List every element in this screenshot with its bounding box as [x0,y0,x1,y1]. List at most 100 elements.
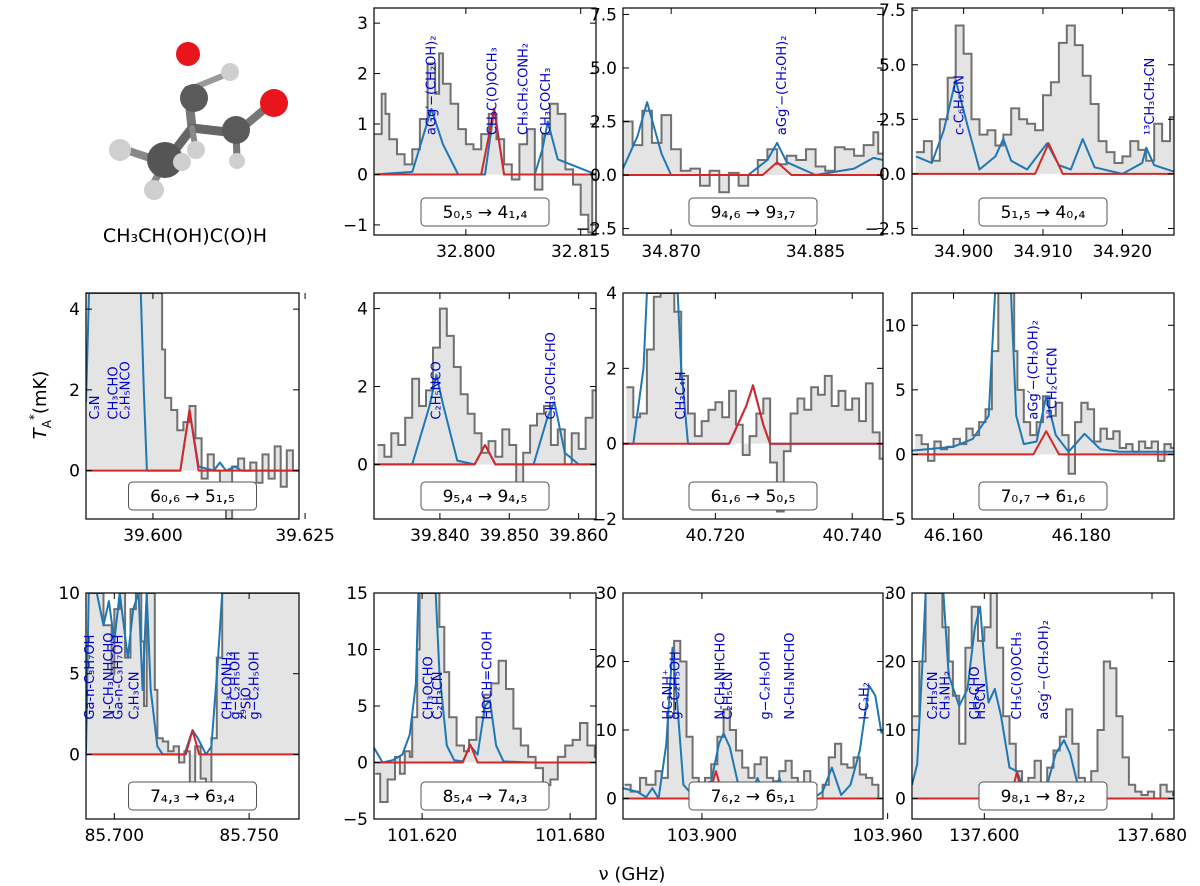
axes-frame [911,292,1175,520]
observed-fill [915,25,1174,174]
y-label-unit: (mK) [30,371,51,414]
x-tick-label: 39.600 [123,526,182,546]
y-tick-label: 0 [606,435,617,455]
observed-fill [375,593,596,802]
observed-fill [624,640,883,799]
x-tick-label: 103.960 [852,826,922,846]
y-tick-label: 20 [884,652,906,672]
axes-frame [622,292,884,520]
y-tick-label: 2.5 [590,113,617,133]
line-id-label: HC₃NH⁺ [661,669,676,719]
atom-h [109,139,131,161]
lactaldehyde-model [912,142,1174,175]
lactaldehyde-model [86,729,299,756]
lactaldehyde-model [374,107,596,176]
y-tick-label: 2.5 [879,110,906,130]
line-id-label: ²⁹SiO [239,687,254,720]
axes-frame [373,292,597,520]
y-tick-label: 0.0 [879,165,906,185]
transition-label: 5₁,₅ → 4₀,₄ [1001,203,1086,223]
lactaldehyde-model [374,444,596,466]
transition-label: 9₄,₆ → 9₃,₇ [711,203,796,223]
y-tick-label: 5.0 [590,59,617,79]
y-tick-label: 5.0 [879,56,906,76]
atom-c [222,116,250,144]
line-id-label: g−C₂H₅OH [669,651,684,719]
line-id-label: CH₃OCH₂CHO [544,332,559,419]
y-tick-label: 7.5 [590,5,617,25]
line-id-label: C₂H₃CN [926,672,941,720]
y-tick-label: 0 [895,445,906,465]
svg-text:TA*(mK): TA*(mK) [27,371,54,440]
x-tick-label: 103.900 [667,826,737,846]
axes-frame [911,592,1175,820]
transition-box [978,197,1108,227]
y-tick-label: 20 [595,652,617,672]
y-tick-label: 10 [884,316,906,336]
transition-label: 8₅,₄ → 7₄,₃ [443,787,528,807]
y-tick-label: 0 [357,455,368,475]
y-axis-label: TA*(mK) [27,371,54,440]
spectrum-panel: −2 0 2 4 40.720 40.740 CH₃C₄H 6₁,₆ → 5₀,₅ [592,284,884,546]
x-tick-label: 40.720 [686,526,745,546]
atom-h [173,153,191,171]
transition-label: 9₅,₄ → 9₄,₅ [443,487,528,507]
x-tick-label: 32.815 [551,242,610,262]
observed-spectrum [375,593,596,803]
transition-label: 6₁,₆ → 5₀,₅ [711,487,796,507]
model-spectrum [623,101,883,176]
y-tick-label: 10 [346,641,368,661]
line-id-label: C₃N [88,396,103,420]
transition-label: 9₈,₁ → 8₇,₂ [1001,787,1086,807]
x-tick-label: 46.180 [1052,526,1111,546]
lactaldehyde-model [374,743,596,764]
x-tick-label: 85.750 [219,826,278,846]
transition-label: 7₀,₇ → 6₁,₆ [1001,487,1086,507]
y-tick-label: 2 [357,378,368,398]
atom-h [144,180,164,200]
x-tick-label: 85.700 [85,826,144,846]
model-spectrum [912,293,1174,453]
transition-box [420,481,550,511]
line-id-label: CH₃C₄H [674,371,689,419]
line-id-label: CH₃C(O)OCH₃ [486,47,501,135]
y-label-sub: A [40,419,54,428]
line-id-label: N-CH₃NHCHO [102,633,117,720]
line-id-label: C₂H₅NCO [429,361,444,419]
line-id-label: aGg′−(CH₂OH)₂ [775,36,790,136]
x-tick-label: 39.860 [549,526,608,546]
axes-frame [373,7,597,236]
model-spectrum [86,593,228,756]
y-tick-label: 30 [884,584,906,604]
observed-spectrum [915,293,1174,475]
atom-c [147,142,183,178]
y-tick-label: 10 [884,721,906,741]
line-id-label: aGg′−(CH₂OH)₂ [424,36,439,136]
model-spectrum [915,79,1174,175]
y-tick-label: 3 [357,14,368,34]
y-tick-label: 5 [895,381,906,401]
x-tick-label: 32.800 [436,242,495,262]
observed-spectrum [626,293,883,513]
line-id-label: aGg′−(CH₂OH)₂ [1037,620,1052,720]
line-id-label: HOCH=CHOH [481,631,496,720]
line-id-label: g−C₂H₅OH [248,651,263,719]
axes-frame [85,592,300,820]
axes-frame [622,592,884,820]
line-id-label: g−C₂H₅OH [229,651,244,719]
line-id-label: CH₃CH₂CONH₂ [516,43,531,135]
y-tick-label: 10 [595,721,617,741]
observed-fill [377,308,596,496]
x-tick-label: 34.870 [641,242,700,262]
transition-box [688,481,818,511]
observed-spectrum [86,293,299,519]
observed-fill [913,593,1174,799]
atom-o [260,89,288,117]
y-tick-label: 0.0 [590,166,617,186]
lactaldehyde-model [623,161,883,176]
transition-box [420,781,550,811]
